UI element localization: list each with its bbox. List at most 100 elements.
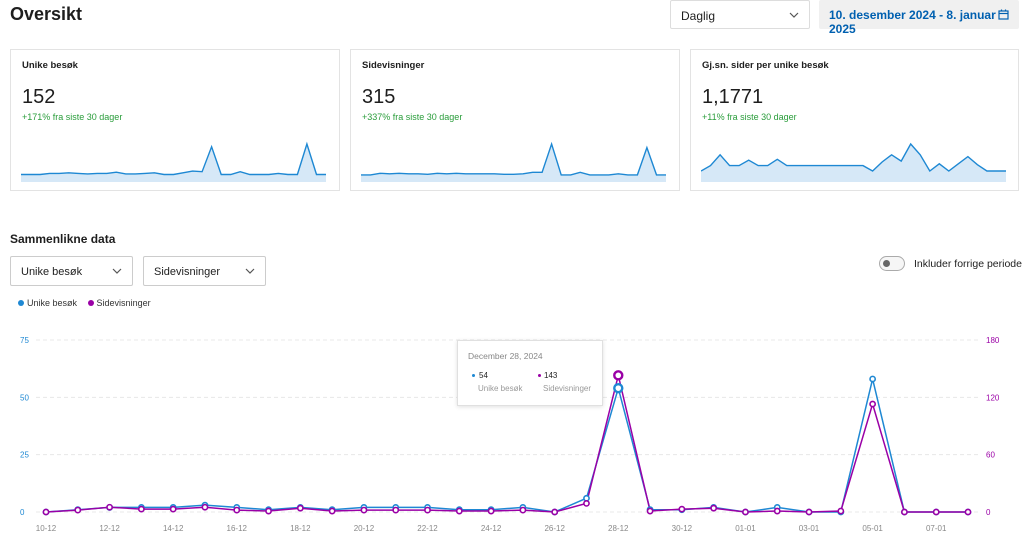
- tooltip-dot: [472, 374, 475, 377]
- data-point[interactable]: [296, 504, 304, 512]
- calendar-icon: [998, 9, 1009, 20]
- legend-label: Sidevisninger: [96, 298, 151, 308]
- data-point[interactable]: [106, 503, 113, 511]
- data-point[interactable]: [710, 504, 718, 512]
- card-title: Unike besøk: [22, 60, 78, 71]
- x-tick: 28-12: [608, 524, 629, 533]
- legend-dot: [18, 300, 24, 306]
- data-point[interactable]: [42, 508, 50, 516]
- metric-a-value: Unike besøk: [21, 266, 83, 278]
- data-point[interactable]: [583, 499, 590, 507]
- card-value: 315: [362, 86, 396, 108]
- tooltip-label-a: Unike besøk: [478, 384, 523, 393]
- period-select-value: Daglig: [681, 9, 716, 23]
- data-point[interactable]: [773, 507, 781, 515]
- tooltip-value-b: 143: [544, 371, 558, 380]
- tooltip-value-a: 54: [479, 371, 488, 380]
- chevron-down-icon: [245, 268, 255, 274]
- tooltip-label-b: Sidevisninger: [543, 384, 592, 393]
- chevron-down-icon: [112, 268, 122, 274]
- y-tick-right: 60: [986, 451, 995, 460]
- previous-period-toggle[interactable]: [879, 256, 905, 271]
- metric-a-select[interactable]: Unike besøk: [10, 256, 133, 286]
- data-point[interactable]: [932, 508, 940, 516]
- data-point[interactable]: [74, 506, 82, 514]
- stat-card-pageviews: Sidevisninger 315 +337% fra siste 30 dag…: [350, 49, 680, 191]
- x-tick: 16-12: [227, 524, 248, 533]
- x-tick: 30-12: [672, 524, 693, 533]
- y-tick-left: 0: [20, 508, 25, 517]
- card-delta: +337% fra siste 30 dager: [362, 112, 463, 122]
- metric-b-select[interactable]: Sidevisninger: [143, 256, 266, 286]
- data-point[interactable]: [837, 507, 845, 515]
- legend-label: Unike besøk: [27, 298, 78, 308]
- sparkline: [701, 142, 1006, 182]
- data-point[interactable]: [901, 508, 908, 516]
- data-point[interactable]: [201, 503, 209, 511]
- x-tick: 10-12: [36, 524, 57, 533]
- data-point[interactable]: [424, 506, 431, 514]
- series-line-1: [45, 375, 968, 513]
- legend-item-pageviews[interactable]: Sidevisninger: [87, 298, 151, 308]
- data-point[interactable]: [646, 507, 654, 515]
- sparkline-line: [21, 141, 326, 176]
- chart-legend: Unike besøk Sidevisninger: [18, 298, 159, 308]
- legend-item-unique-visits[interactable]: Unike besøk: [18, 298, 77, 308]
- x-tick: 26-12: [544, 524, 565, 533]
- x-tick: 01-01: [735, 524, 756, 533]
- y-tick-left: 50: [20, 393, 29, 402]
- card-title: Sidevisninger: [362, 60, 425, 71]
- metric-b-value: Sidevisninger: [154, 266, 221, 278]
- data-point[interactable]: [137, 505, 145, 513]
- section-title: Sammenlikne data: [10, 232, 116, 246]
- data-point[interactable]: [869, 375, 877, 383]
- sparkline: [21, 141, 326, 182]
- data-point[interactable]: [487, 507, 495, 515]
- data-point[interactable]: [169, 505, 177, 513]
- card-delta: +171% fra siste 30 dager: [22, 112, 123, 122]
- data-point[interactable]: [678, 505, 686, 513]
- y-tick-left: 75: [20, 336, 29, 345]
- card-value: 1,1771: [702, 86, 764, 108]
- y-tick-right: 0: [986, 508, 991, 517]
- sparkline-area: [701, 144, 1006, 182]
- date-range-button[interactable]: 10. desember 2024 - 8. januar 2025: [819, 0, 1019, 36]
- x-tick: 07-01: [926, 524, 947, 533]
- sparkline-area: [361, 144, 666, 182]
- tooltip-date: December 28, 2024: [468, 351, 543, 361]
- x-tick: 22-12: [417, 524, 438, 533]
- data-point[interactable]: [869, 400, 877, 408]
- data-point[interactable]: [613, 382, 624, 394]
- data-point[interactable]: [964, 508, 972, 516]
- data-point[interactable]: [742, 508, 749, 516]
- comparison-chart[interactable]: 0 25 50 75 0 60 120 180 10-12 12-12 14-12 16-12 18-1…: [0, 330, 1024, 534]
- data-point[interactable]: [613, 370, 624, 381]
- data-point[interactable]: [551, 508, 559, 516]
- x-tick: 12-12: [99, 524, 120, 533]
- period-select[interactable]: Daglig: [670, 0, 810, 29]
- sparkline-line: [361, 141, 666, 176]
- x-tick: 18-12: [290, 524, 311, 533]
- tooltip-dot: [538, 374, 541, 377]
- sparkline: [361, 141, 666, 182]
- x-tick: 03-01: [799, 524, 820, 533]
- legend-dot: [87, 300, 94, 306]
- x-tick: 14-12: [163, 524, 184, 533]
- data-point[interactable]: [265, 507, 272, 515]
- data-point[interactable]: [360, 506, 368, 514]
- data-point[interactable]: [233, 506, 241, 514]
- data-point[interactable]: [455, 507, 463, 515]
- data-point[interactable]: [392, 506, 400, 514]
- toggle-knob: [883, 260, 890, 267]
- data-point[interactable]: [519, 506, 527, 514]
- x-tick: 24-12: [481, 524, 502, 533]
- date-range-label: 10. desember 2024 - 8. januar 2025: [829, 8, 996, 36]
- chart-tooltip: December 28, 2024 54 Unike besøk 143 Sid…: [457, 340, 603, 406]
- toggle-label: Inkluder forrige periode: [914, 258, 1022, 270]
- data-point[interactable]: [328, 507, 336, 515]
- sparkline-area: [21, 144, 326, 182]
- data-point[interactable]: [805, 508, 813, 516]
- y-tick-right: 180: [986, 336, 1000, 345]
- y-tick-left: 25: [20, 451, 29, 460]
- sparkline-line: [701, 142, 1006, 173]
